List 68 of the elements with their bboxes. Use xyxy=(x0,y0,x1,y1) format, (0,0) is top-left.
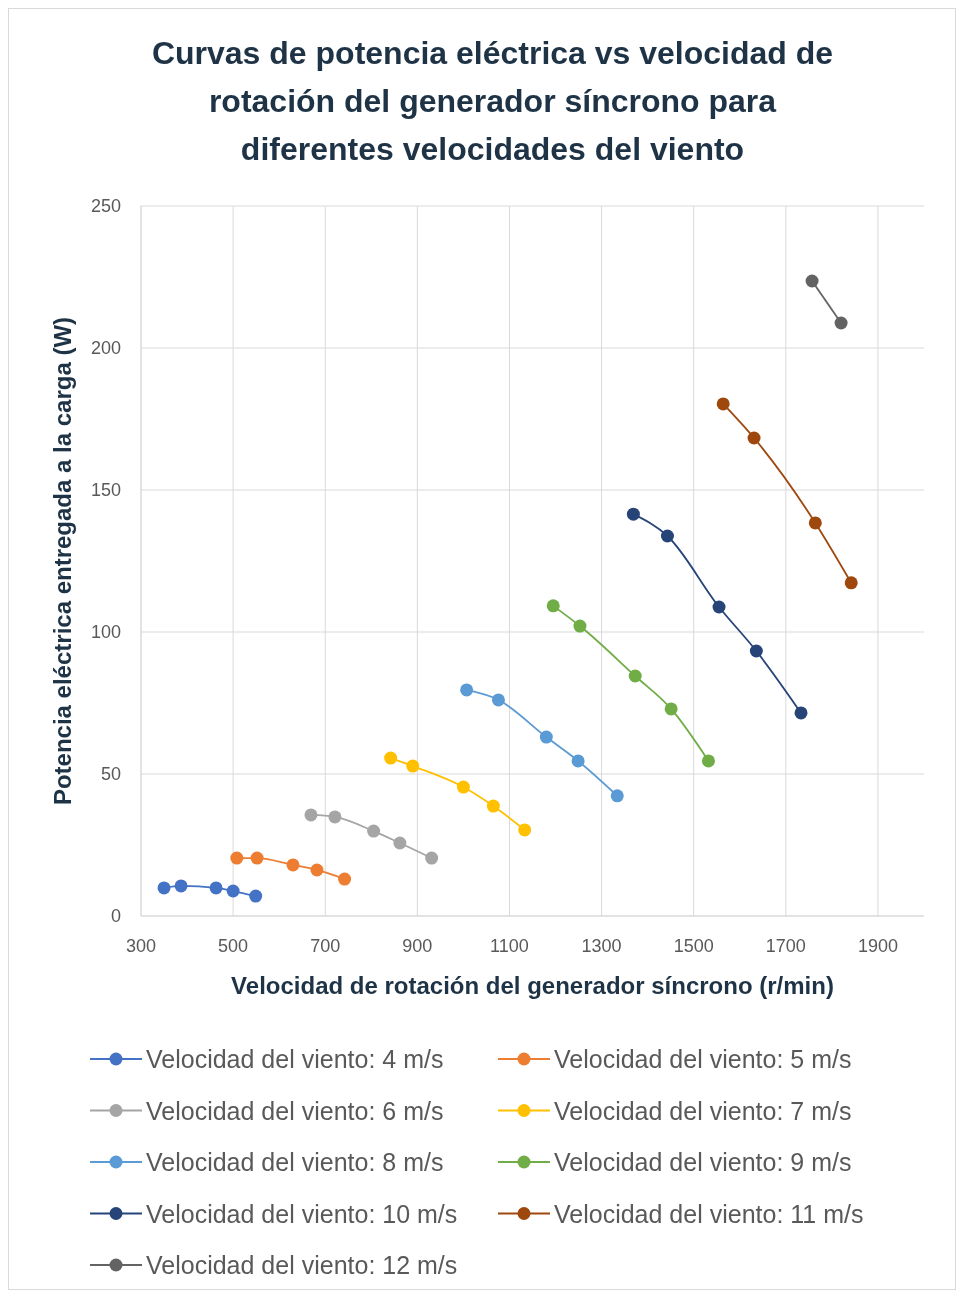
y-tick-label: 250 xyxy=(90,196,121,216)
point xyxy=(716,397,730,411)
point xyxy=(304,808,318,822)
legend-label: Velocidad del viento: 8 m/s xyxy=(146,1148,444,1176)
x-tick-label: 1700 xyxy=(765,936,806,956)
point xyxy=(701,754,715,768)
point xyxy=(249,889,263,903)
x-tick-label: 1900 xyxy=(857,936,898,956)
legend-label: Velocidad del viento: 12 m/s xyxy=(146,1251,458,1279)
x-tick-label: 300 xyxy=(125,936,157,956)
point xyxy=(844,576,858,590)
point xyxy=(425,851,439,865)
x-tick-label: 1100 xyxy=(490,936,529,956)
point xyxy=(456,780,470,794)
x-tick-label: 700 xyxy=(310,936,341,956)
point xyxy=(250,851,264,865)
point xyxy=(174,879,188,893)
point xyxy=(157,881,171,895)
chart-title: Curvas de potencia eléctrica vs velocidad de rotación del generador síncrono para diferentes velocidades del viento xyxy=(151,35,834,167)
point xyxy=(794,706,808,720)
point xyxy=(626,507,640,521)
y-tick-label: 0 xyxy=(110,906,121,926)
point xyxy=(805,274,819,288)
x-tick-label: 1300 xyxy=(581,936,622,956)
legend-label: Velocidad del viento: 11 m/s xyxy=(554,1199,864,1228)
point xyxy=(518,823,532,837)
point xyxy=(628,669,642,683)
point xyxy=(393,836,407,850)
point xyxy=(384,751,398,765)
point xyxy=(610,789,624,803)
point xyxy=(834,316,848,330)
point xyxy=(546,599,560,613)
x-tick-label: 1500 xyxy=(673,936,714,956)
legend-label: Velocidad del viento: 6 m/s xyxy=(146,1096,444,1125)
point xyxy=(539,730,553,744)
x-axis-title: Velocidad de rotación del generador síncrono (r/min) xyxy=(231,972,834,999)
legend-label: Velocidad del viento: 5 m/s xyxy=(554,1045,852,1073)
point xyxy=(328,810,342,824)
point xyxy=(571,754,585,768)
x-tick-label: 900 xyxy=(402,936,433,956)
y-tick-label: 150 xyxy=(90,480,121,500)
point xyxy=(808,516,822,530)
point xyxy=(310,863,324,877)
legend-label: Velocidad del viento: 10 m/s xyxy=(146,1199,458,1228)
point xyxy=(338,872,352,886)
point xyxy=(664,702,678,716)
point xyxy=(286,858,300,872)
legend-label: Velocidad del viento: 7 m/s xyxy=(554,1096,852,1125)
legend-label: Velocidad del viento: 4 m/s xyxy=(146,1045,444,1073)
x-tick-label: 500 xyxy=(218,936,249,956)
point xyxy=(491,693,505,707)
point xyxy=(460,683,474,697)
point xyxy=(747,431,761,445)
y-axis-title: Potencia eléctrica entregada a la carga (W) xyxy=(49,316,76,806)
y-tick-label: 200 xyxy=(90,338,121,358)
point xyxy=(486,799,500,813)
point xyxy=(712,600,726,614)
point xyxy=(573,619,587,633)
point xyxy=(660,529,674,543)
point xyxy=(367,824,381,838)
legend-label: Velocidad del viento: 9 m/s xyxy=(554,1148,852,1176)
point xyxy=(406,759,420,773)
point xyxy=(230,851,244,865)
point xyxy=(226,884,240,898)
point xyxy=(749,644,763,658)
y-tick-label: 50 xyxy=(100,764,121,784)
y-tick-label: 100 xyxy=(90,622,121,642)
point xyxy=(209,881,223,895)
